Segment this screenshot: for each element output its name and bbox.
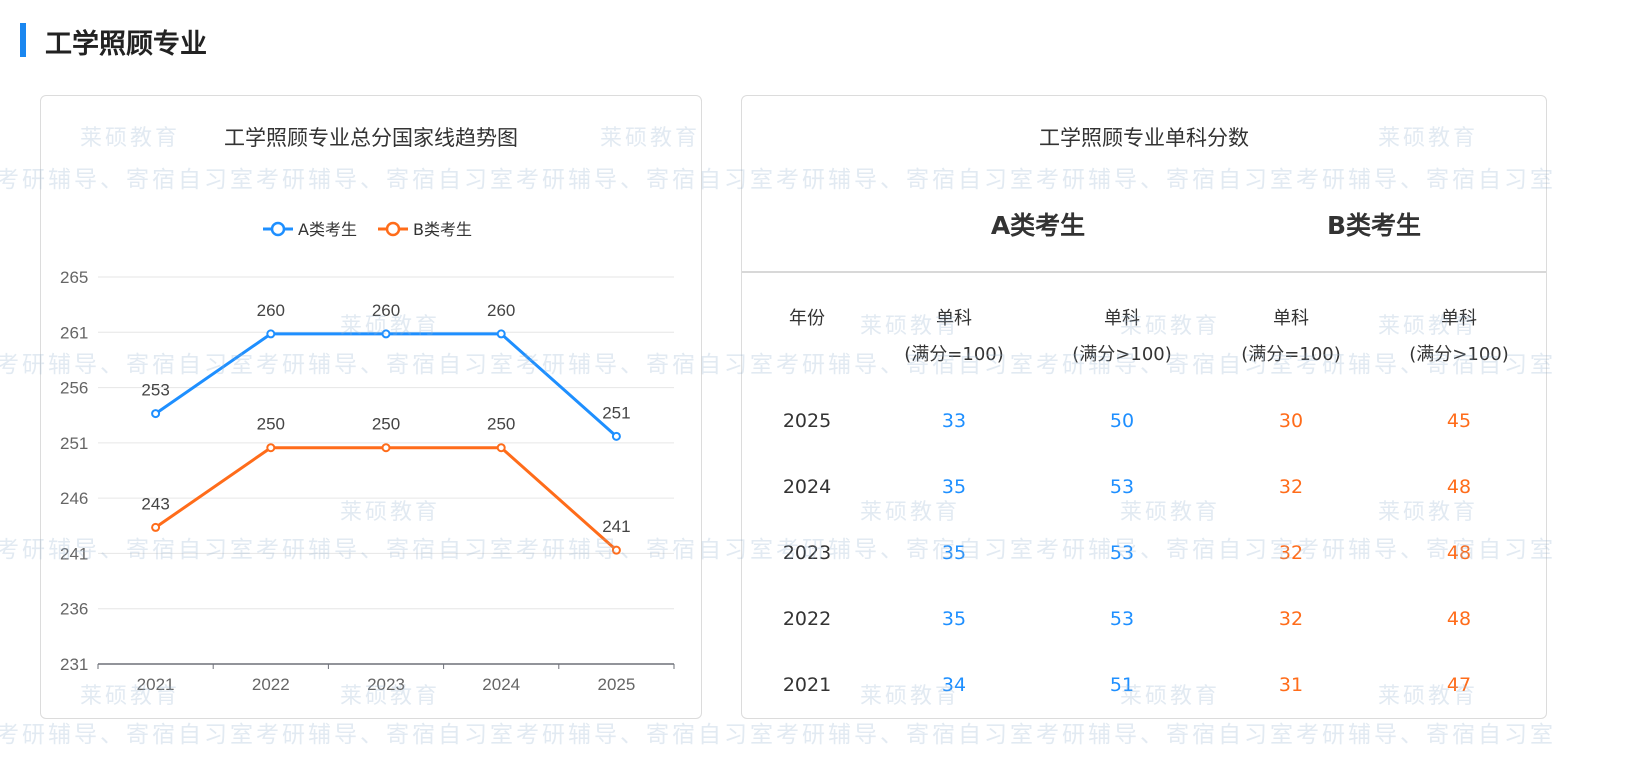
column-header: 单科 (满分>100) [1072, 301, 1171, 373]
header-line1: 单科 [1272, 308, 1309, 329]
score-cell: 31 [1278, 674, 1304, 696]
header-line1: 单科 [935, 308, 972, 329]
data-label: 243 [141, 494, 169, 513]
y-tick-label: 231 [60, 655, 88, 674]
data-point [151, 522, 161, 532]
series-line-b [154, 446, 618, 552]
data-label: 253 [141, 381, 169, 400]
y-tick-label: 251 [60, 434, 88, 453]
score-cell: 34 [941, 674, 967, 696]
score-cell: 48 [1446, 542, 1472, 564]
score-cell: 53 [1109, 608, 1135, 630]
y-tick-label: 265 [60, 268, 88, 287]
trend-chart-card: 工学照顾专业总分国家线趋势图 [40, 95, 702, 719]
data-label: 241 [602, 517, 630, 536]
y-tick-label: 236 [60, 600, 88, 619]
header-divider [742, 271, 1546, 273]
x-tick-label: 2023 [367, 675, 405, 694]
header-line1: 年份 [789, 308, 825, 329]
subject-score-card: 工学照顾专业单科分数 A类考生 B类考生 年份 单科 (满分=100) 单科 (满分>1… [741, 95, 1547, 719]
score-cell: 48 [1446, 608, 1472, 630]
x-tick-label: 2024 [482, 675, 520, 694]
data-point [496, 329, 506, 339]
data-point [266, 443, 276, 453]
score-cell: 53 [1109, 542, 1135, 564]
score-cell: 45 [1446, 410, 1472, 432]
header-line2: (满分>100) [1409, 344, 1509, 365]
header-line2: (满分=100) [904, 344, 1004, 365]
column-header: 单科 (满分=100) [1241, 301, 1340, 373]
score-cell: 30 [1278, 410, 1304, 432]
data-label: 250 [372, 415, 400, 434]
year-cell: 2021 [782, 674, 832, 696]
x-tick-label: 2021 [137, 675, 175, 694]
header-line1: 单科 [1103, 308, 1140, 329]
column-header: 单科 (满分=100) [904, 301, 1003, 373]
data-label: 251 [602, 403, 630, 422]
group-b-header: B类考生 [1326, 211, 1422, 240]
data-label: 250 [257, 415, 285, 434]
data-point [611, 545, 621, 555]
data-point [381, 329, 391, 339]
data-point [266, 329, 276, 339]
y-tick-label: 256 [60, 379, 88, 398]
data-point [151, 409, 161, 419]
legend-marker [270, 221, 286, 237]
year-cell: 2022 [782, 608, 832, 630]
score-cell: 51 [1109, 674, 1135, 696]
score-cell: 47 [1446, 674, 1472, 696]
y-tick-label: 261 [60, 323, 88, 342]
score-cell: 33 [941, 410, 967, 432]
data-label: 260 [257, 301, 285, 320]
data-point [496, 443, 506, 453]
legend-marker [385, 221, 401, 237]
data-label: 260 [372, 301, 400, 320]
score-cell: 48 [1446, 476, 1472, 498]
data-point [381, 443, 391, 453]
legend-label: A类考生 [298, 220, 357, 239]
score-cell: 35 [941, 608, 967, 630]
score-cell: 53 [1109, 476, 1135, 498]
header-line2: (满分>100) [1072, 344, 1172, 365]
year-cell: 2024 [782, 476, 832, 498]
score-cell: 35 [941, 542, 967, 564]
column-header: 年份 [789, 301, 825, 337]
data-label: 250 [487, 415, 515, 434]
data-label: 260 [487, 301, 515, 320]
chart-title: 工学照顾专业总分国家线趋势图 [224, 126, 518, 150]
header-line1: 单科 [1440, 308, 1477, 329]
year-cell: 2023 [782, 542, 832, 564]
x-tick-label: 2022 [252, 675, 290, 694]
data-point [611, 431, 621, 441]
group-a-header: A类考生 [990, 211, 1086, 240]
score-cell: 32 [1278, 542, 1304, 564]
score-cell: 50 [1109, 410, 1135, 432]
title-accent-bar [20, 23, 26, 57]
column-header: 单科 (满分>100) [1409, 301, 1508, 373]
score-cell: 32 [1278, 476, 1304, 498]
year-cell: 2025 [782, 410, 832, 432]
y-tick-label: 241 [60, 544, 88, 563]
y-tick-label: 246 [60, 489, 88, 508]
legend-label: B类考生 [413, 220, 472, 239]
score-cell: 35 [941, 476, 967, 498]
page-title: 工学照顾专业 [45, 29, 207, 60]
score-cell: 32 [1278, 608, 1304, 630]
table-title: 工学照顾专业单科分数 [1039, 126, 1249, 150]
header-line2: (满分=100) [1241, 344, 1341, 365]
x-tick-label: 2025 [597, 675, 635, 694]
